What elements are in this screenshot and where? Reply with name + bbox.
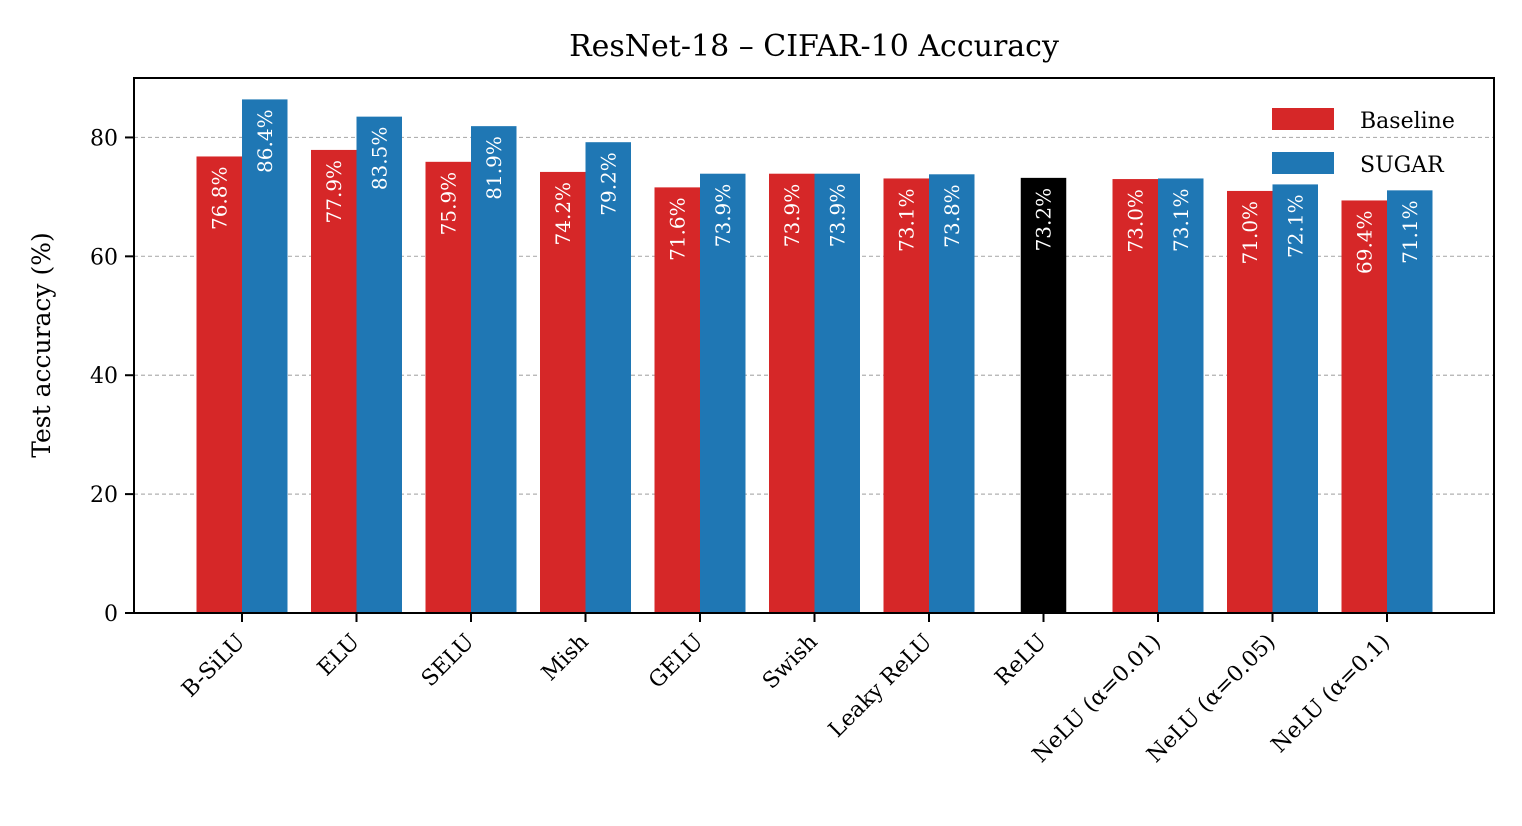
- y-axis-ticks: 0 20 40 60 80: [90, 126, 134, 627]
- y-tick-label: 60: [90, 245, 118, 270]
- legend-label-sugar: SUGAR: [1360, 153, 1445, 178]
- x-axis-ticks: B-SiLU ELU SELU Mish GELU Swish Leaky ReLU ReLU…: [177, 613, 1395, 768]
- bar-sugar-0: [242, 99, 288, 613]
- bar-sugar-6: [929, 174, 975, 614]
- x-tick-label: SELU: [417, 630, 479, 692]
- bar-baseline-10: [1341, 200, 1387, 613]
- y-axis-label: Test accuracy (%): [27, 232, 56, 458]
- bar-baseline-4: [654, 187, 700, 613]
- bar-baseline-3: [540, 171, 586, 613]
- bar-value-label: 71.1%: [1398, 200, 1422, 264]
- x-tick-label: Leaky ReLU: [824, 630, 937, 743]
- bar-value-label: 86.4%: [253, 109, 277, 173]
- x-tick-label: Swish: [758, 630, 823, 695]
- bar-sugar-3: [585, 142, 631, 613]
- bar-value-label: 73.8%: [940, 184, 964, 248]
- y-tick-label: 0: [104, 602, 118, 627]
- bar-value-label: 73.1%: [894, 188, 918, 252]
- bar-baseline-5: [769, 173, 815, 613]
- bars-group: [196, 99, 1433, 614]
- bar-sugar-8: [1158, 178, 1204, 613]
- bar-value-label: 73.2%: [1032, 188, 1056, 252]
- bar-value-label: 71.0%: [1238, 201, 1262, 265]
- x-tick-label: NeLU (α=0.1): [1267, 630, 1395, 758]
- legend-label-baseline: Baseline: [1360, 109, 1455, 134]
- bar-value-label: 73.0%: [1123, 189, 1147, 253]
- chart-title: ResNet-18 – CIFAR-10 Accuracy: [569, 29, 1059, 64]
- bar-value-label: 71.6%: [665, 197, 689, 261]
- bar-baseline-1: [311, 149, 357, 613]
- bar-value-label: 73.9%: [711, 184, 735, 248]
- bar-sugar-10: [1387, 190, 1433, 613]
- y-tick-label: 40: [90, 364, 118, 389]
- legend-swatch-sugar: [1272, 152, 1334, 174]
- bar-sugar-4: [700, 173, 746, 613]
- bar-value-label: 74.2%: [551, 182, 575, 246]
- bar-baseline-0: [196, 156, 242, 613]
- value-labels-group: 76.8% 86.4% 77.9% 83.5% 75.9% 81.9% 74.2% 79.2%…: [207, 109, 1422, 274]
- bar-value-label: 73.9%: [825, 184, 849, 248]
- bar-value-label: 73.1%: [1169, 188, 1193, 252]
- x-tick-label: ReLU: [991, 630, 1052, 691]
- bar-value-label: 76.8%: [207, 166, 231, 230]
- bar-value-label: 69.4%: [1352, 210, 1376, 274]
- y-tick-label: 80: [90, 126, 118, 151]
- bar-value-label: 83.5%: [367, 127, 391, 191]
- bar-reference-ReLU: [1020, 177, 1067, 613]
- x-tick-label: GELU: [644, 630, 708, 694]
- legend: Baseline SUGAR: [1272, 108, 1455, 178]
- bar-value-label: 73.9%: [780, 184, 804, 248]
- bar-value-label: 79.2%: [596, 152, 620, 216]
- x-tick-label: ELU: [313, 630, 365, 682]
- bar-baseline-9: [1227, 190, 1273, 613]
- bar-sugar-1: [356, 116, 402, 613]
- bar-sugar-5: [814, 173, 860, 613]
- x-tick-label: B-SiLU: [177, 630, 250, 703]
- bar-baseline-8: [1112, 179, 1158, 614]
- bar-sugar-9: [1272, 184, 1318, 613]
- legend-swatch-baseline: [1272, 108, 1334, 130]
- bar-baseline-2: [425, 161, 471, 614]
- bar-baseline-6: [883, 178, 929, 613]
- y-tick-label: 20: [90, 483, 118, 508]
- bar-value-label: 72.1%: [1283, 194, 1307, 258]
- bar-value-label: 75.9%: [436, 172, 460, 236]
- bar-sugar-2: [471, 126, 517, 614]
- bar-value-label: 77.9%: [322, 160, 346, 224]
- x-tick-label: Mish: [537, 630, 594, 687]
- bar-value-label: 81.9%: [482, 136, 506, 200]
